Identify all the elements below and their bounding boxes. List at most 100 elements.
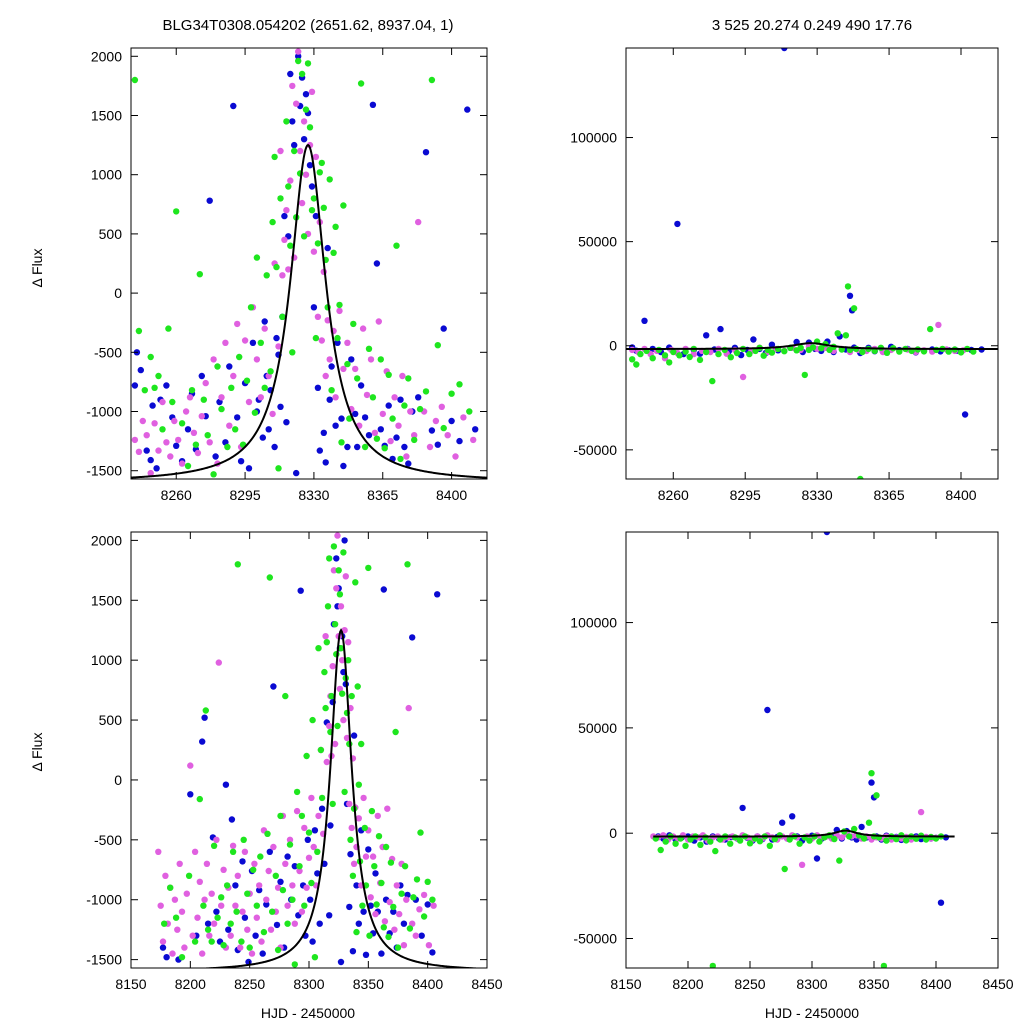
data-point-green <box>666 359 673 366</box>
data-point-magenta <box>391 394 398 401</box>
data-point-blue <box>312 212 320 220</box>
data-point-blue <box>937 899 945 906</box>
data-point-green <box>880 962 888 968</box>
data-point-magenta <box>308 794 315 802</box>
data-point-magenta <box>206 439 213 446</box>
data-point-blue <box>472 426 479 433</box>
data-point-green <box>244 890 251 897</box>
data-point-magenta <box>396 910 403 918</box>
data-point-magenta <box>251 860 258 867</box>
data-point-magenta <box>147 469 154 477</box>
data-point-green <box>760 352 767 359</box>
data-point-green <box>253 902 260 909</box>
data-point-magenta <box>286 836 294 843</box>
data-point-magenta <box>229 842 237 849</box>
data-point-magenta <box>337 603 345 610</box>
data-point-green <box>291 961 298 968</box>
data-point-magenta <box>412 932 419 939</box>
data-point-blue <box>768 341 776 348</box>
data-point-magenta <box>293 807 301 815</box>
data-point-green <box>857 475 864 479</box>
data-point-magenta <box>315 812 322 820</box>
data-point-blue <box>823 532 831 536</box>
data-point-magenta <box>326 356 333 363</box>
data-point-blue <box>348 356 355 363</box>
data-point-blue <box>265 426 272 433</box>
y-tick-label: 50000 <box>578 234 617 250</box>
data-point-green <box>196 271 203 278</box>
data-point-magenta <box>470 436 477 444</box>
data-point-blue <box>326 396 333 403</box>
data-point-magenta <box>178 460 186 467</box>
data-point-magenta <box>258 938 265 945</box>
data-point-green <box>236 353 243 361</box>
data-point-green <box>868 770 875 777</box>
data-point-blue <box>448 417 455 425</box>
data-point-blue <box>357 382 365 389</box>
data-point-blue <box>428 427 436 434</box>
data-point-green <box>257 853 264 860</box>
data-point-green <box>330 249 337 256</box>
data-point-green <box>393 242 400 249</box>
x-tick-label: 8400 <box>920 976 951 992</box>
y-tick-label: 1000 <box>91 167 122 183</box>
data-point-green <box>309 716 316 724</box>
data-point-green <box>406 925 414 932</box>
x-tick-label: 8450 <box>471 976 502 992</box>
data-point-magenta <box>218 394 225 401</box>
data-point-magenta <box>405 704 412 712</box>
data-point-green <box>322 704 329 712</box>
data-point-magenta <box>135 448 143 455</box>
data-point-green <box>233 908 240 915</box>
data-point-magenta <box>283 207 290 214</box>
data-point-green <box>301 902 308 909</box>
data-point-green <box>165 325 172 332</box>
data-point-green <box>161 920 168 927</box>
x-tick-label: 8450 <box>982 976 1013 992</box>
data-point-green <box>191 938 199 945</box>
data-point-magenta <box>227 932 234 939</box>
data-point-magenta <box>336 307 343 315</box>
data-point-green <box>204 432 211 439</box>
data-point-blue <box>858 823 865 831</box>
data-point-green <box>334 722 341 730</box>
data-point-magenta <box>174 926 181 933</box>
x-tick-label: 8400 <box>945 487 976 503</box>
data-point-blue <box>230 102 237 110</box>
data-point-magenta <box>305 854 313 861</box>
data-point-green <box>306 124 314 131</box>
data-point-green <box>188 387 196 394</box>
data-point-blue <box>393 434 400 441</box>
data-point-blue <box>434 441 441 448</box>
data-point-green <box>273 263 280 271</box>
data-point-blue <box>311 827 319 834</box>
data-point-green <box>151 384 158 391</box>
data-point-magenta <box>256 882 263 889</box>
data-point-magenta <box>403 453 410 460</box>
data-point-blue <box>270 683 277 690</box>
data-point-magenta <box>403 896 410 903</box>
data-point-magenta <box>293 100 300 107</box>
data-point-green <box>200 902 207 909</box>
data-point-green <box>326 176 333 183</box>
data-point-green <box>860 835 868 842</box>
data-point-magenta <box>176 860 183 867</box>
data-point-green <box>359 902 366 909</box>
data-point-blue <box>273 921 281 929</box>
data-point-green <box>727 354 734 361</box>
data-point-green <box>394 944 402 951</box>
data-point-green <box>709 377 716 385</box>
data-point-magenta <box>314 313 322 320</box>
x-tick-label: 8300 <box>796 976 827 992</box>
data-point-green <box>283 118 290 125</box>
x-tick-label: 8365 <box>873 487 904 503</box>
data-point-magenta <box>191 848 199 855</box>
data-point-green <box>816 838 823 845</box>
data-point-green <box>369 394 377 401</box>
data-point-green <box>709 962 716 968</box>
data-point-magenta <box>322 372 329 380</box>
data-point-green <box>873 792 880 799</box>
data-point-magenta <box>460 414 467 421</box>
data-point-green <box>178 954 186 961</box>
data-point-magenta <box>182 408 190 415</box>
